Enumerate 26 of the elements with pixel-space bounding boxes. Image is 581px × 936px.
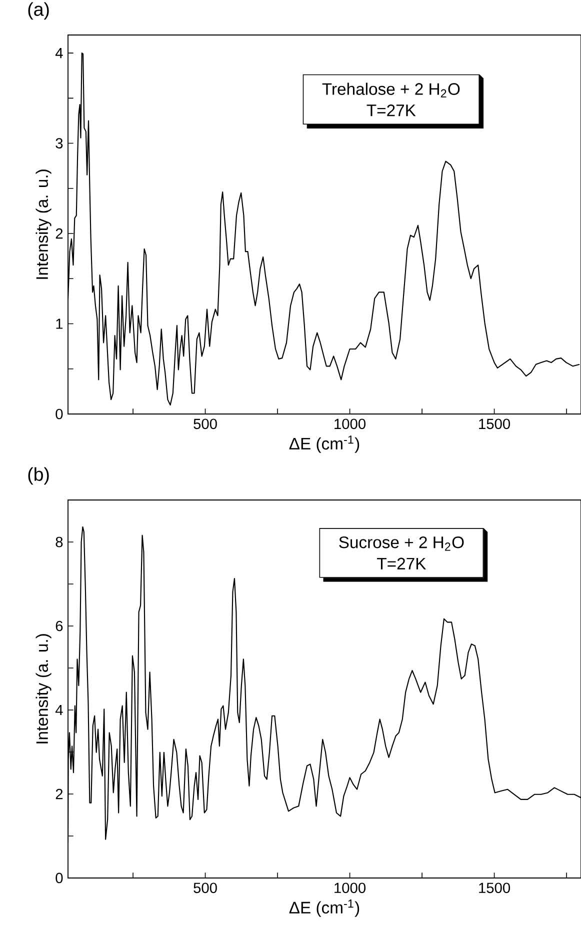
chart-title: (a)	[28, 2, 49, 20]
y-axis-title: Intensity (a. u.)	[36, 634, 52, 744]
y-axis-title: Intensity (a. u.)	[36, 170, 52, 279]
y-tick-label: 4	[55, 48, 63, 58]
y-tick-label: 1	[56, 318, 63, 329]
annotation: T=27K	[366, 104, 416, 116]
x-tick-label: 500	[194, 418, 217, 430]
x-tick-label: 500	[194, 882, 217, 894]
x-axis-title: ΔE (cm$^{-1}$)	[289, 900, 360, 917]
x-tick-label: 1500	[479, 882, 510, 894]
chart-title: (b)	[28, 467, 49, 485]
y-tick-label: 6	[56, 620, 63, 632]
x-tick-label: 1000	[334, 882, 366, 894]
annotation: Trehalose + 2 H$_{2}$O	[322, 82, 460, 98]
y-tick-label: 2	[56, 788, 63, 800]
x-axis-title: ΔE (cm$^{-1}$)	[289, 436, 360, 453]
y-tick-label: 0	[56, 872, 63, 884]
x-tick-label: 1000	[334, 418, 366, 430]
y-tick-label: 0	[56, 408, 63, 420]
y-tick-label: 3	[56, 138, 63, 148]
y-tick-label: 8	[56, 536, 63, 548]
y-tick-label: 4	[55, 704, 63, 716]
x-tick-label: 1500	[479, 418, 510, 430]
annotation: T=27K	[377, 558, 426, 570]
y-tick-label: 2	[56, 228, 63, 239]
annotation: Sucrose + 2 H$_{2}$O	[339, 536, 464, 551]
